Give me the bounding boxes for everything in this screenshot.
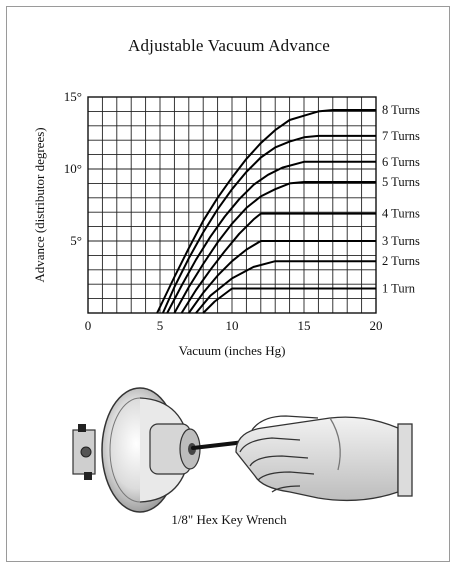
series-line-2 — [195, 260, 376, 314]
series-line-7 — [161, 134, 376, 314]
series-label-8: 8 Turns — [382, 103, 420, 117]
series-line-3 — [187, 240, 376, 314]
series-label-6: 6 Turns — [382, 155, 420, 169]
hand — [235, 415, 413, 502]
chart-labels: 1 Turn 2 Turns 3 Turns 4 Turns 5 Turns 6 Turn… — [382, 103, 420, 296]
vacuum-canister — [101, 387, 201, 513]
x-tick-label: 10 — [226, 318, 239, 333]
series-line-6 — [166, 160, 376, 314]
series-line-5 — [173, 181, 376, 314]
chart-axes: 0 5 10 15 20 5° 10° 15° Vacuum (inches Hg) Advanc… — [32, 89, 383, 358]
x-tick-label: 0 — [85, 318, 92, 333]
chart-grid — [87, 96, 377, 314]
x-axis-label: Vacuum (inches Hg) — [179, 343, 286, 358]
chart-series — [156, 109, 376, 314]
plot-border — [87, 96, 377, 314]
x-tick-label: 15 — [298, 318, 311, 333]
series-label-7: 7 Turns — [382, 129, 420, 143]
illustration-caption: 1/8" Hex Key Wrench — [171, 512, 287, 527]
x-tick-label: 20 — [370, 318, 383, 333]
series-label-2: 2 Turns — [382, 254, 420, 268]
y-axis-label: Advance (distributor degrees) — [32, 127, 47, 282]
y-tick-label: 15° — [64, 89, 82, 104]
series-label-1: 1 Turn — [382, 282, 416, 296]
series-label-4: 4 Turns — [382, 207, 420, 221]
series-line-8 — [156, 109, 376, 314]
canister-bracket — [72, 424, 96, 480]
x-tick-label: 5 — [157, 318, 164, 333]
series-label-5: 5 Turns — [382, 175, 420, 189]
series-label-3: 3 Turns — [382, 234, 420, 248]
series-line-4 — [180, 212, 376, 314]
y-tick-label: 5° — [70, 233, 82, 248]
chart-title: Adjustable Vacuum Advance — [127, 36, 331, 55]
series-line-1 — [202, 287, 376, 314]
y-tick-label: 10° — [64, 161, 82, 176]
